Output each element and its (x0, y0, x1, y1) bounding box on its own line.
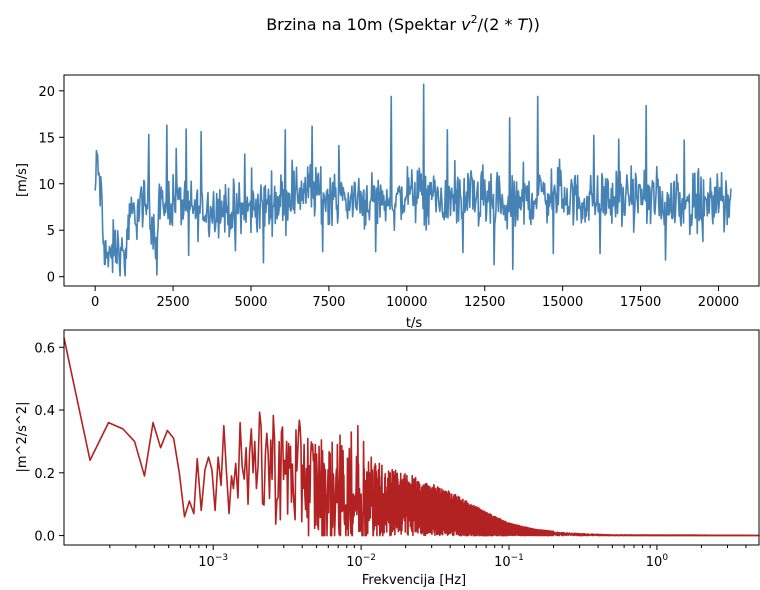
x-tick-label: 10000 (386, 295, 427, 310)
time-series-x-ticks: 0 2500 5000 7500 10000 12500 15000 17500 20000 (91, 286, 739, 310)
x-tick-label: 10−1 (494, 553, 524, 570)
spectrum-y-label: |m^2/s^2| (15, 402, 30, 473)
spectrum-x-label: Frekvencija [Hz] (362, 573, 466, 588)
time-series-axes: 0 2500 5000 7500 10000 12500 15000 17500 20000 0… (15, 74, 760, 331)
y-tick-label: 5 (47, 224, 55, 239)
x-tick-label: 0 (91, 295, 99, 310)
wind-speed-series-line (94, 83, 732, 277)
time-series-x-label: t/s (406, 316, 422, 331)
x-tick-label: 10−3 (198, 553, 228, 570)
x-tick-label: 17500 (620, 295, 661, 310)
y-tick-label: 0.6 (34, 341, 55, 356)
y-tick-label: 0 (47, 271, 55, 286)
spectrum-y-ticks: 0.0 0.2 0.4 0.6 (34, 341, 64, 545)
time-series-frame (63, 74, 760, 287)
x-tick-label: 7500 (312, 295, 345, 310)
y-tick-label: 0.4 (34, 404, 55, 419)
figure-title: Brzina na 10m (Spektar v2/(2 * T)) (266, 13, 540, 34)
x-tick-label: 20000 (698, 295, 739, 310)
spectrum-series-line (63, 337, 760, 537)
x-tick-label: 5000 (234, 295, 267, 310)
x-tick-label: 2500 (157, 295, 190, 310)
x-tick-label: 100 (646, 553, 669, 570)
time-series-y-ticks: 0 5 10 15 20 (38, 85, 64, 286)
y-tick-label: 0.0 (34, 530, 55, 545)
y-tick-label: 0.2 (34, 467, 55, 482)
x-tick-label: 15000 (542, 295, 583, 310)
y-tick-label: 20 (38, 85, 55, 100)
spectrum-x-ticks: 10−3 10−2 10−1 100 (109, 545, 747, 570)
time-series-y-label: [m/s] (15, 163, 30, 197)
y-tick-label: 10 (38, 178, 55, 193)
spectrum-axes: 10−3 10−2 10−1 100 0.0 0.2 0.4 0.6 Frekvencija… (15, 329, 760, 588)
x-tick-label: 10−2 (346, 553, 376, 570)
x-tick-label: 12500 (464, 295, 505, 310)
spectrum-frame (63, 329, 760, 546)
y-tick-label: 15 (38, 131, 55, 146)
